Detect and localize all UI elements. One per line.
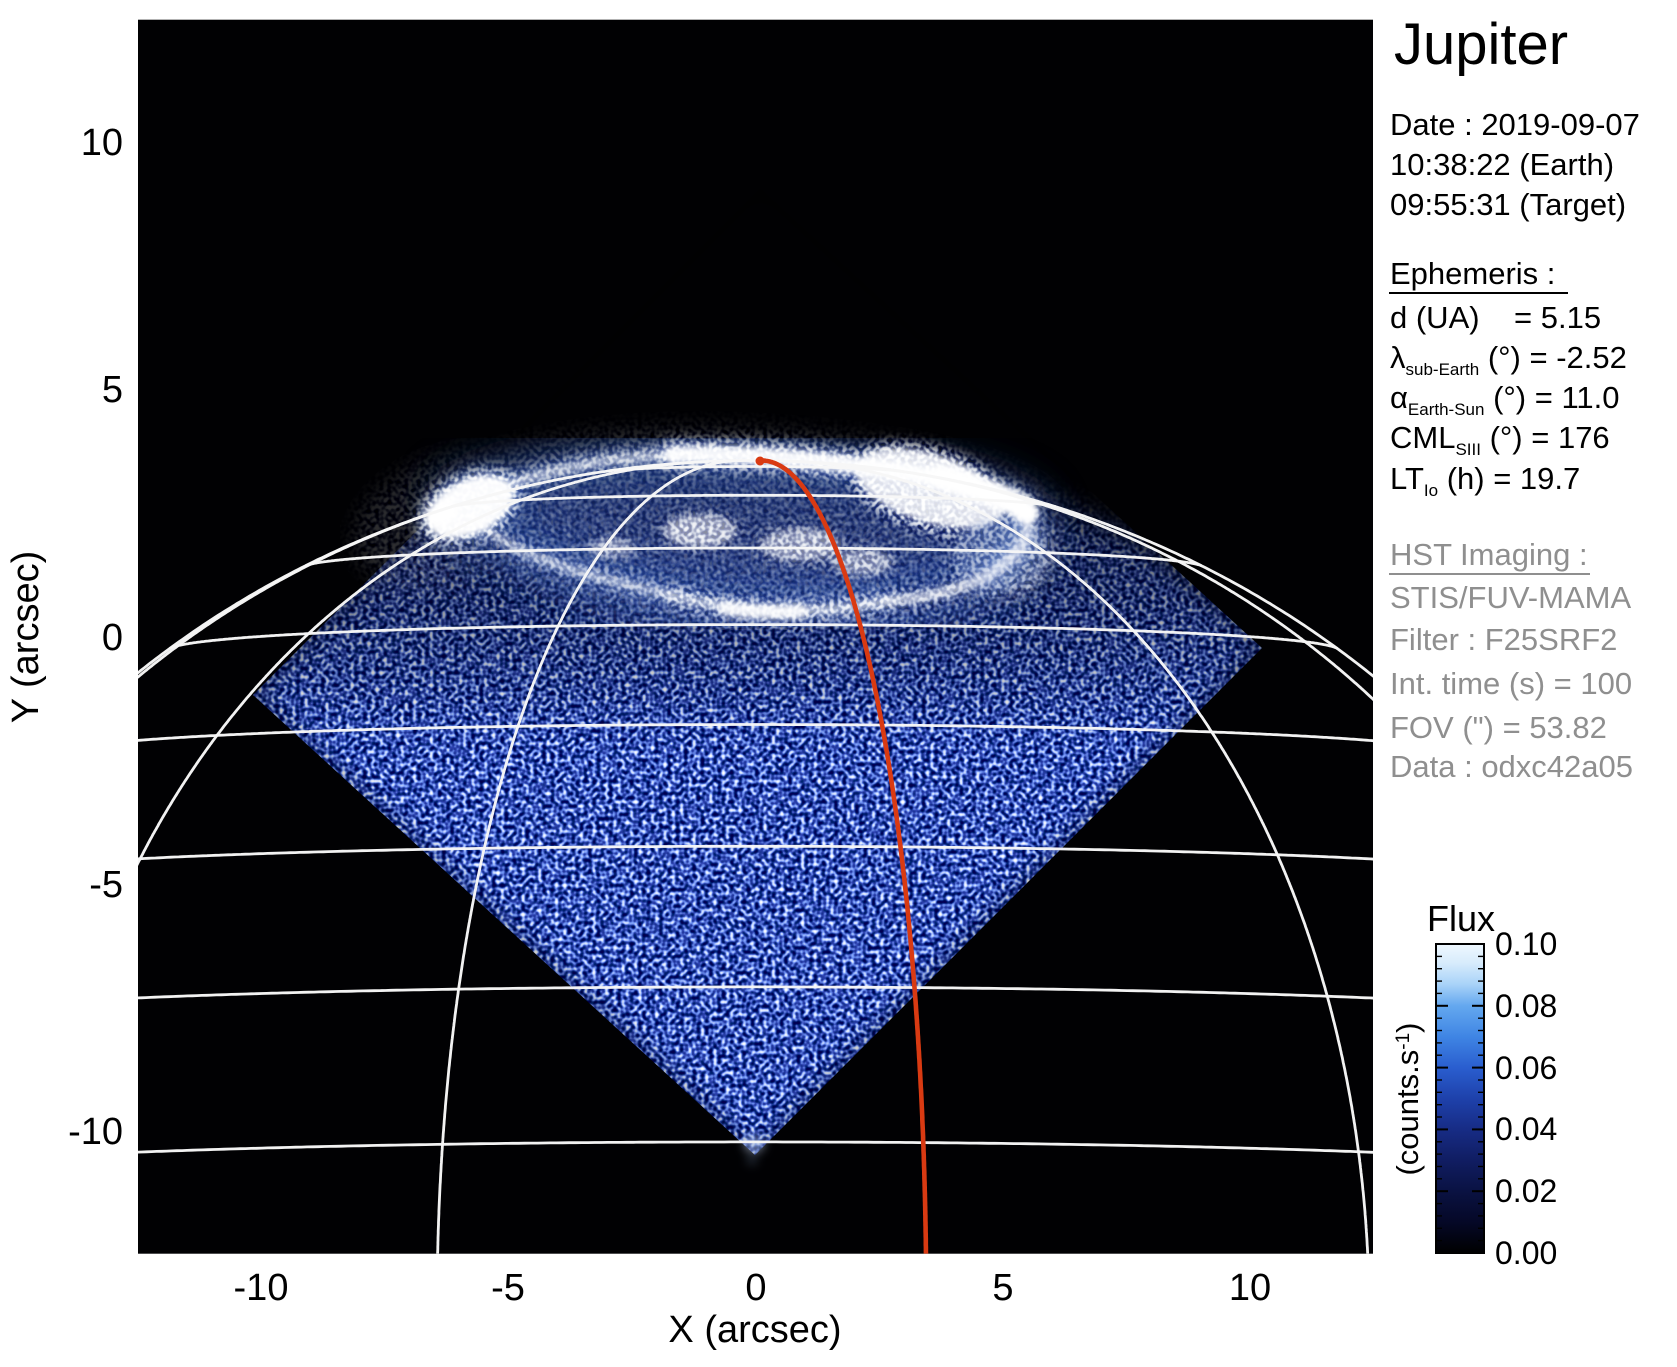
svg-text:LTIo (h) = 19.7: LTIo (h) = 19.7 (1390, 461, 1580, 500)
svg-text:Jupiter: Jupiter (1394, 12, 1568, 77)
svg-text:STIS/FUV-MAMA: STIS/FUV-MAMA (1390, 580, 1631, 615)
svg-text:-10: -10 (234, 1267, 289, 1309)
svg-text:Data : odxc42a05: Data : odxc42a05 (1390, 749, 1633, 784)
svg-text:-5: -5 (491, 1267, 525, 1309)
svg-text:5: 5 (102, 369, 123, 411)
svg-text:-5: -5 (89, 864, 123, 906)
svg-text:Filter : F25SRF2: Filter : F25SRF2 (1390, 622, 1617, 657)
svg-text:10: 10 (81, 122, 123, 164)
svg-text:Y (arcsec): Y (arcsec) (5, 551, 47, 723)
svg-text:d (UA) = 5.15: d (UA) = 5.15 (1390, 300, 1601, 335)
svg-text:0.04: 0.04 (1495, 1111, 1557, 1147)
svg-text:09:55:31 (Target): 09:55:31 (Target) (1390, 187, 1626, 222)
svg-text:FOV (") = 53.82: FOV (") = 53.82 (1390, 710, 1607, 745)
svg-text:0: 0 (102, 617, 123, 659)
svg-text:CMLSIII (°) = 176: CMLSIII (°) = 176 (1390, 420, 1610, 459)
svg-text:HST Imaging :: HST Imaging : (1390, 537, 1588, 572)
svg-text:0.08: 0.08 (1495, 988, 1557, 1024)
svg-text:0: 0 (745, 1267, 766, 1309)
svg-text:-10: -10 (68, 1111, 123, 1153)
svg-text:Date : 2019-09-07: Date : 2019-09-07 (1390, 107, 1640, 142)
svg-text:0.10: 0.10 (1495, 926, 1557, 962)
svg-text:Ephemeris :: Ephemeris : (1390, 256, 1555, 291)
svg-text:10: 10 (1229, 1267, 1271, 1309)
svg-text:0.06: 0.06 (1495, 1050, 1557, 1086)
svg-text:0.00: 0.00 (1495, 1235, 1557, 1271)
svg-text:0.02: 0.02 (1495, 1173, 1557, 1209)
svg-text:5: 5 (992, 1267, 1013, 1309)
svg-text:X (arcsec): X (arcsec) (668, 1309, 841, 1351)
svg-text:Int. time (s) = 100: Int. time (s) = 100 (1390, 666, 1632, 701)
svg-text:Flux: Flux (1427, 898, 1495, 939)
svg-text:10:38:22 (Earth): 10:38:22 (Earth) (1390, 147, 1614, 182)
